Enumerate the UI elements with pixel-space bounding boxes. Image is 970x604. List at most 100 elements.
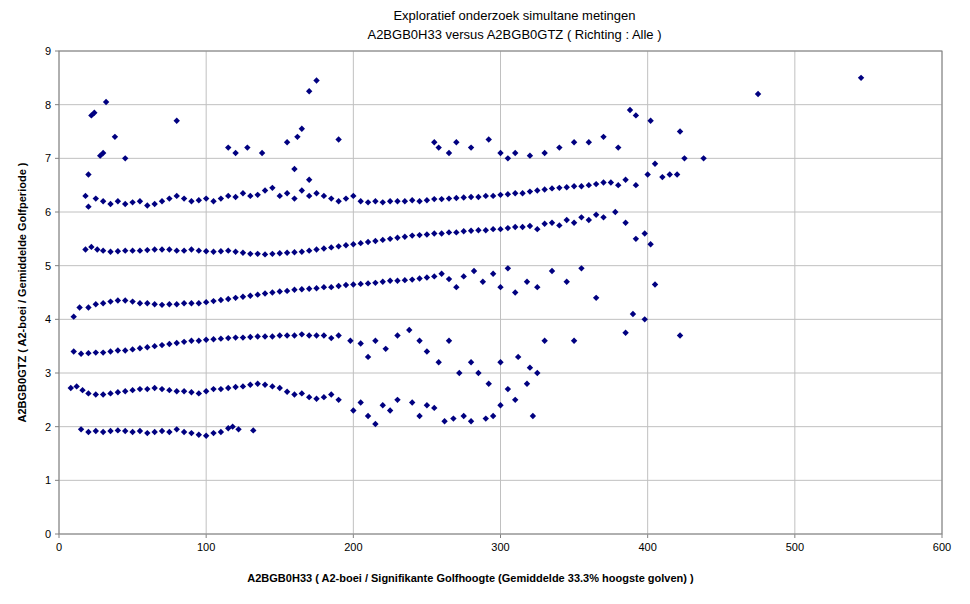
point: [431, 405, 437, 411]
point: [468, 418, 474, 424]
point: [107, 348, 113, 354]
point: [600, 214, 606, 220]
point: [188, 198, 194, 204]
point: [505, 191, 511, 197]
point: [505, 155, 511, 161]
point: [196, 338, 202, 344]
point: [313, 77, 319, 83]
point: [129, 247, 135, 253]
point: [647, 241, 653, 247]
point: [524, 279, 530, 285]
point: [527, 188, 533, 194]
point: [166, 341, 172, 347]
point: [174, 301, 180, 307]
tick-mark: [647, 534, 648, 538]
point: [100, 349, 106, 355]
point: [85, 171, 91, 177]
point: [402, 277, 408, 283]
point: [196, 247, 202, 253]
point: [78, 350, 84, 356]
point: [394, 332, 400, 338]
point: [137, 247, 143, 253]
point: [328, 195, 334, 201]
point: [188, 430, 194, 436]
point: [137, 386, 143, 392]
point: [343, 242, 349, 248]
point: [203, 248, 209, 254]
point: [564, 217, 570, 223]
point: [107, 249, 113, 255]
tick-mark: [55, 426, 59, 427]
tick-mark: [55, 104, 59, 105]
point: [497, 402, 503, 408]
point: [291, 249, 297, 255]
point: [129, 387, 135, 393]
background: [0, 0, 970, 604]
point: [159, 428, 165, 434]
point: [357, 399, 363, 405]
point: [402, 198, 408, 204]
grid-line: [794, 51, 795, 534]
point: [622, 177, 628, 183]
point: [247, 334, 253, 340]
point: [240, 334, 246, 340]
point: [527, 152, 533, 158]
grid-line: [206, 51, 207, 534]
point: [700, 155, 706, 161]
point: [218, 248, 224, 254]
point: [174, 118, 180, 124]
point: [468, 194, 474, 200]
point: [181, 300, 187, 306]
point: [115, 198, 121, 204]
tick-mark: [55, 480, 59, 481]
point: [343, 282, 349, 288]
y-tick-label: 7: [45, 152, 51, 164]
point: [328, 244, 334, 250]
point: [299, 249, 305, 255]
point: [321, 394, 327, 400]
point: [218, 335, 224, 341]
point: [527, 223, 533, 229]
x-tick-label: 600: [933, 541, 951, 553]
point: [85, 429, 91, 435]
point: [431, 230, 437, 236]
point: [505, 386, 511, 392]
point: [372, 338, 378, 344]
point: [633, 236, 639, 242]
point: [490, 271, 496, 277]
tick-mark: [55, 319, 59, 320]
point: [564, 279, 570, 285]
point: [321, 193, 327, 199]
point: [416, 198, 422, 204]
point: [181, 247, 187, 253]
point: [225, 296, 231, 302]
point: [291, 391, 297, 397]
point: [254, 291, 260, 297]
point: [571, 139, 577, 145]
point: [188, 246, 194, 252]
point: [677, 332, 683, 338]
point: [107, 428, 113, 434]
point: [383, 346, 389, 352]
point: [93, 195, 99, 201]
point: [512, 190, 518, 196]
tick-mark: [55, 212, 59, 213]
point: [549, 220, 555, 226]
point: [387, 236, 393, 242]
point: [519, 224, 525, 230]
point: [174, 426, 180, 432]
point: [578, 214, 584, 220]
point: [100, 300, 106, 306]
point: [335, 283, 341, 289]
point: [471, 268, 477, 274]
y-tick-label: 0: [45, 528, 51, 540]
point: [534, 284, 540, 290]
tick-mark: [55, 265, 59, 266]
point: [424, 231, 430, 237]
point: [166, 429, 172, 435]
point: [490, 226, 496, 232]
point: [306, 394, 312, 400]
point: [402, 233, 408, 239]
point: [564, 184, 570, 190]
point: [416, 338, 422, 344]
